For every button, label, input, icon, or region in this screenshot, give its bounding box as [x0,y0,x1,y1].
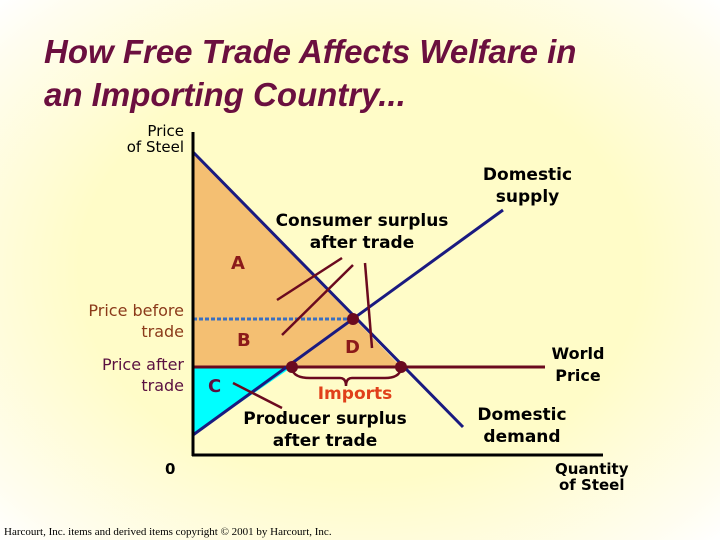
producer-surplus-label: Producer surplus after trade [243,409,407,451]
area-a-label: A [231,253,245,274]
y-axis-label: Price of Steel [126,122,184,156]
supply-curve [192,208,504,437]
imports-brace [290,368,403,387]
domestic-supply-point [286,361,298,373]
price-before-trade-label: Price before trade [88,301,184,341]
consumer-surplus-label: Consumer surplus after trade [275,211,449,253]
world-price-label: World Price [551,344,605,385]
equilibrium-point [347,313,359,325]
pointer-lines [232,256,374,410]
domestic-supply-label: Domestic supply [482,165,573,207]
slide-title: How Free Trade Affects Welfare in an Imp… [44,33,577,113]
domestic-demand-label: Domestic demand [477,405,567,447]
area-b-label: B [237,330,251,351]
domestic-demand-point [395,361,407,373]
copyright-notice: Harcourt, Inc. items and derived items c… [4,526,332,538]
price-after-trade-label: Price after trade [102,355,184,395]
x-axis-label: Quantity of Steel [555,460,629,494]
area-d-label: D [345,337,360,358]
imports-label: Imports [317,384,393,404]
area-c-label: C [208,376,222,397]
origin-label: 0 [165,460,176,478]
